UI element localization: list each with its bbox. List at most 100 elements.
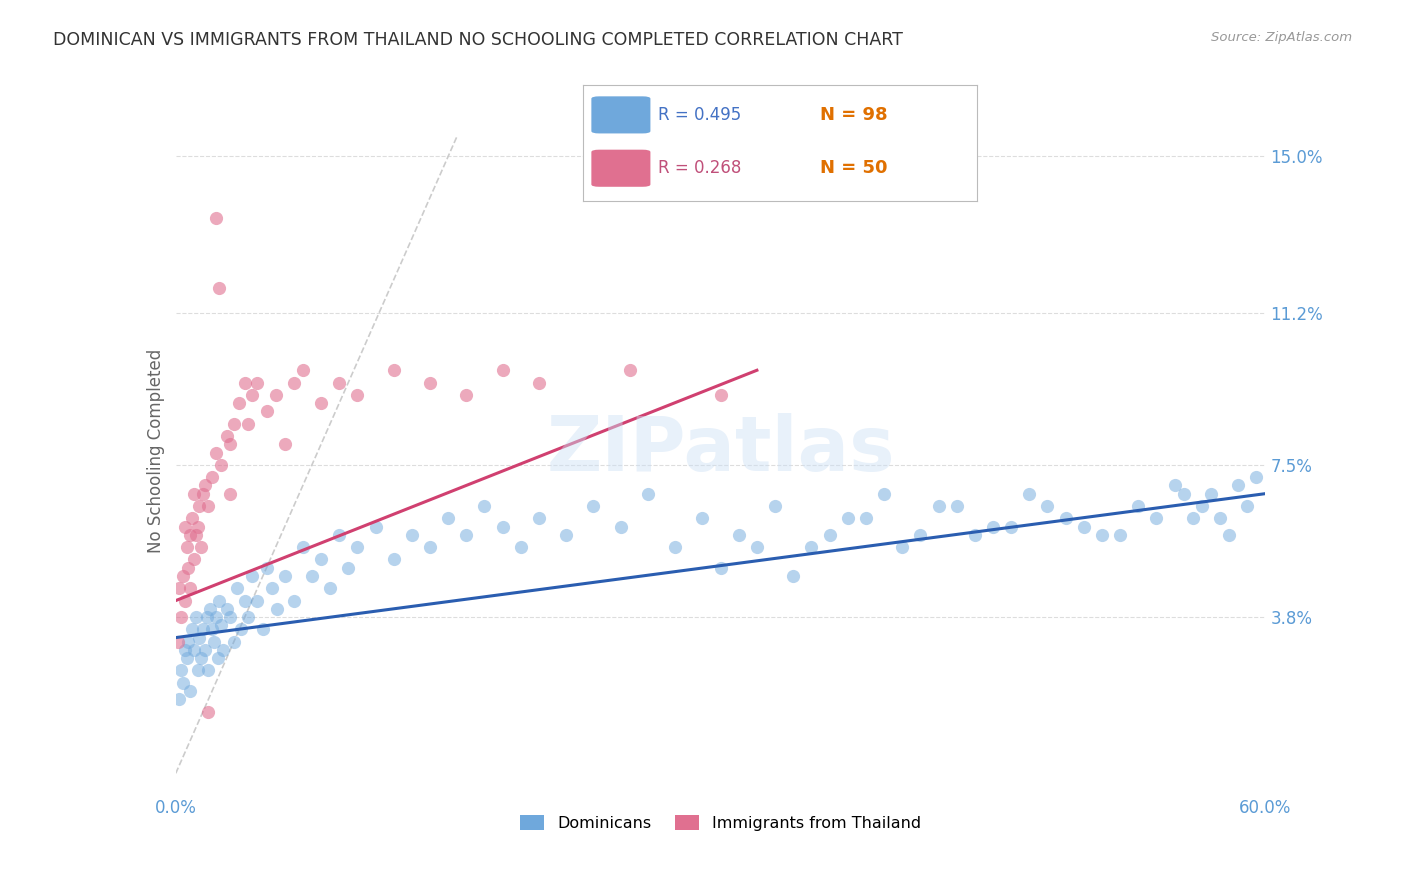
Point <box>173 643 195 657</box>
Point <box>745 540 768 554</box>
Point <box>710 388 733 402</box>
Point <box>818 528 841 542</box>
Point <box>256 404 278 418</box>
Point <box>228 396 250 410</box>
Point <box>194 478 217 492</box>
Point <box>1218 528 1240 542</box>
Point <box>1000 519 1022 533</box>
Point <box>183 552 205 566</box>
Point <box>763 499 786 513</box>
Point <box>231 623 253 637</box>
Point <box>177 634 200 648</box>
Point <box>492 363 515 377</box>
Point <box>782 569 804 583</box>
Y-axis label: No Schooling Completed: No Schooling Completed <box>146 349 165 552</box>
Point <box>188 631 211 645</box>
Point <box>637 486 659 500</box>
Point <box>555 528 578 542</box>
Point <box>800 540 823 554</box>
Point <box>202 634 225 648</box>
Point <box>238 610 260 624</box>
Point <box>240 388 263 402</box>
Point <box>207 651 229 665</box>
Point <box>215 429 238 443</box>
Point <box>208 281 231 295</box>
Point <box>195 610 218 624</box>
Point <box>188 499 211 513</box>
Point <box>1236 499 1258 513</box>
Point <box>183 486 205 500</box>
Point <box>401 528 423 542</box>
Point <box>201 470 224 484</box>
Point <box>233 593 256 607</box>
Point <box>209 618 232 632</box>
Point <box>170 664 193 678</box>
Legend: Dominicans, Immigrants from Thailand: Dominicans, Immigrants from Thailand <box>513 809 928 838</box>
Point <box>664 540 686 554</box>
Point <box>181 511 204 525</box>
Point <box>200 602 222 616</box>
Point <box>1054 511 1077 525</box>
Point <box>184 610 207 624</box>
Point <box>226 581 249 595</box>
Point <box>1199 486 1222 500</box>
Point <box>456 388 478 402</box>
Point <box>382 363 405 377</box>
Point <box>346 388 368 402</box>
Point <box>190 651 212 665</box>
Point <box>474 499 496 513</box>
Point <box>727 528 749 542</box>
Point <box>256 560 278 574</box>
Point <box>197 664 219 678</box>
Point <box>274 569 297 583</box>
Point <box>319 581 342 595</box>
Point <box>181 623 204 637</box>
Point <box>233 376 256 390</box>
Text: R = 0.495: R = 0.495 <box>658 106 741 124</box>
Point <box>212 643 235 657</box>
Point <box>492 519 515 533</box>
Point <box>170 610 193 624</box>
Point <box>166 634 188 648</box>
Point <box>582 499 605 513</box>
Point <box>527 511 550 525</box>
FancyBboxPatch shape <box>592 150 651 186</box>
Point <box>283 376 305 390</box>
Point <box>509 540 531 554</box>
Point <box>309 396 332 410</box>
Point <box>176 651 198 665</box>
Point <box>197 705 219 719</box>
Point <box>963 528 986 542</box>
Point <box>222 634 245 648</box>
Point <box>419 540 441 554</box>
Point <box>191 623 214 637</box>
Point <box>264 388 287 402</box>
Point <box>692 511 714 525</box>
Point <box>246 593 269 607</box>
Point <box>169 692 191 706</box>
Point <box>240 569 263 583</box>
Point <box>1209 511 1232 525</box>
Point <box>609 519 631 533</box>
Point <box>179 581 201 595</box>
Point <box>186 519 209 533</box>
Point <box>219 437 242 451</box>
Point <box>208 593 231 607</box>
Point <box>194 643 217 657</box>
Point <box>910 528 932 542</box>
Point <box>186 664 209 678</box>
Point <box>456 528 478 542</box>
FancyBboxPatch shape <box>592 96 651 134</box>
Point <box>179 528 201 542</box>
Text: ZIPatlas: ZIPatlas <box>547 414 894 487</box>
Text: N = 98: N = 98 <box>820 106 887 124</box>
Point <box>266 602 288 616</box>
Point <box>928 499 950 513</box>
Point <box>1073 519 1095 533</box>
Point <box>1246 470 1268 484</box>
Point <box>283 593 305 607</box>
Point <box>204 610 226 624</box>
Point <box>981 519 1004 533</box>
Point <box>173 593 195 607</box>
Text: R = 0.268: R = 0.268 <box>658 160 741 178</box>
